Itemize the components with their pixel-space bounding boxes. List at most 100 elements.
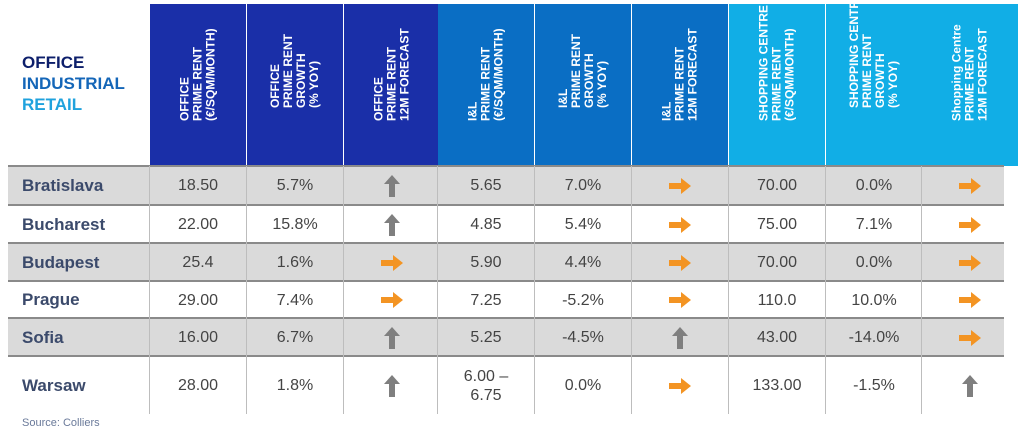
arrow-up-icon xyxy=(962,374,978,397)
cell-il_rent: 5.25 xyxy=(470,329,502,346)
arrow-right-icon xyxy=(381,292,403,308)
header-label-il_forecast: I&L PRIME RENT 12M FORECAST xyxy=(659,28,700,121)
table-row xyxy=(8,319,1004,356)
city-name: Warsaw xyxy=(22,375,86,395)
cell-il_rent: 4.85 xyxy=(470,216,502,233)
cell-office_growth: 1.6% xyxy=(276,254,314,271)
cell-office_rent: 25.4 xyxy=(182,254,214,271)
cell-il_rent: 7.25 xyxy=(470,291,502,309)
column-divider xyxy=(343,166,344,414)
header-il_growth: I&L PRIME RENT GROWTH (% YOY) xyxy=(535,4,631,166)
row-divider xyxy=(8,355,1004,357)
arrow-right-icon xyxy=(959,254,981,271)
header-office_growth: OFFICE PRIME RENT GROWTH (% YOY) xyxy=(247,4,343,166)
arrow-up-icon xyxy=(384,374,400,397)
column-divider xyxy=(149,166,150,414)
table-row xyxy=(8,244,1004,281)
source-note: Source: Colliers xyxy=(22,417,100,429)
cell-office_growth: 1.8% xyxy=(276,377,314,394)
cell-il_growth: 7.0% xyxy=(564,177,602,194)
cell-office_rent: 29.00 xyxy=(177,291,219,309)
cell-sc_rent: 43.00 xyxy=(756,329,798,346)
cell-office_rent: 16.00 xyxy=(177,329,219,346)
cell-sc_growth: 0.0% xyxy=(855,254,893,271)
header-label-office_growth: OFFICE PRIME RENT GROWTH (% YOY) xyxy=(268,33,321,108)
city-name: Prague xyxy=(22,290,80,309)
column-divider xyxy=(437,166,438,414)
header-label-il_growth: I&L PRIME RENT GROWTH (% YOY) xyxy=(556,33,609,108)
arrow-right-icon xyxy=(381,254,403,271)
cell-office_growth: 5.7% xyxy=(276,177,314,194)
cell-office_growth: 15.8% xyxy=(272,216,318,233)
arrow-up-icon xyxy=(384,326,400,349)
cell-sc_growth: 10.0% xyxy=(851,291,897,309)
cell-office_rent: 28.00 xyxy=(177,377,219,394)
cell-il_growth: -4.5% xyxy=(562,329,604,346)
header-label-sc_rent: SHOPPING CENTRE PRIME RENT (€/SQM/MONTH) xyxy=(756,4,797,121)
row-divider xyxy=(8,204,1004,206)
cell-il_rent: 5.90 xyxy=(470,254,502,271)
city-name: Bratislava xyxy=(22,175,104,195)
city-name: Sofia xyxy=(22,327,64,347)
city-name: Bucharest xyxy=(22,214,106,234)
cell-sc_growth: 0.0% xyxy=(855,177,893,194)
header-il_rent: I&L PRIME RENT (€/SQM/MONTH) xyxy=(438,4,534,166)
header-label-sc_forecast: Shopping Centre PRIME RENT 12M FORECAST xyxy=(949,24,990,121)
cell-office_rent: 18.50 xyxy=(177,177,219,194)
header-office_forecast: OFFICE PRIME RENT 12M FORECAST xyxy=(344,4,440,166)
header-label-il_rent: I&L PRIME RENT (€/SQM/MONTH) xyxy=(465,28,506,121)
arrow-right-icon xyxy=(669,292,691,308)
cell-il_growth: 0.0% xyxy=(564,377,602,394)
header-label-sc_growth: SHOPPING CENTRE PRIME RENT GROWTH (% YOY… xyxy=(847,0,900,108)
cell-sc_rent: 70.00 xyxy=(756,177,798,194)
arrow-right-icon xyxy=(959,329,981,346)
header-office_rent: OFFICE PRIME RENT (€/SQM/MONTH) xyxy=(150,4,246,166)
header-sc_rent: SHOPPING CENTRE PRIME RENT (€/SQM/MONTH) xyxy=(729,4,825,166)
city-name: Budapest xyxy=(22,252,100,272)
column-divider xyxy=(246,166,247,414)
table-row xyxy=(8,167,1004,204)
cell-office_growth: 7.4% xyxy=(276,291,314,309)
arrow-right-icon xyxy=(669,377,691,394)
legend-industrial: INDUSTRIAL xyxy=(22,74,125,93)
cell-office_growth: 6.7% xyxy=(276,329,314,346)
column-divider xyxy=(921,166,922,414)
legend-retail: RETAIL xyxy=(22,95,83,114)
cell-sc_rent: 110.0 xyxy=(757,291,797,309)
cell-il_rent: 5.65 xyxy=(470,177,502,194)
cell-il_growth: -5.2% xyxy=(562,291,604,309)
column-divider xyxy=(631,166,632,414)
column-divider xyxy=(825,166,826,414)
sector-legend: OFFICE INDUSTRIAL RETAIL xyxy=(22,52,125,115)
column-divider xyxy=(728,166,729,414)
header-sc_forecast: Shopping Centre PRIME RENT 12M FORECAST xyxy=(922,4,1018,166)
row-divider xyxy=(8,280,1004,282)
column-divider xyxy=(534,166,535,414)
arrow-right-icon xyxy=(669,216,691,233)
cell-il_rent: 6.00 – 6.75 xyxy=(463,367,509,404)
cell-sc_growth: -14.0% xyxy=(848,329,900,346)
arrow-right-icon xyxy=(959,292,981,308)
cell-sc_growth: 7.1% xyxy=(855,216,893,233)
arrow-up-icon xyxy=(384,213,400,236)
row-divider xyxy=(8,165,1004,167)
header-label-office_forecast: OFFICE PRIME RENT 12M FORECAST xyxy=(371,28,412,121)
cell-sc_growth: -1.5% xyxy=(853,377,895,394)
row-divider xyxy=(8,242,1004,244)
cell-sc_rent: 75.00 xyxy=(756,216,798,233)
header-il_forecast: I&L PRIME RENT 12M FORECAST xyxy=(632,4,728,166)
header-sc_growth: SHOPPING CENTRE PRIME RENT GROWTH (% YOY… xyxy=(826,0,922,166)
arrow-up-icon xyxy=(672,326,688,349)
arrow-right-icon xyxy=(959,177,981,194)
legend-office: OFFICE xyxy=(22,53,85,72)
arrow-right-icon xyxy=(669,177,691,194)
arrow-right-icon xyxy=(669,254,691,271)
arrow-up-icon xyxy=(384,174,400,197)
arrow-right-icon xyxy=(959,216,981,233)
cell-office_rent: 22.00 xyxy=(177,216,219,233)
row-divider xyxy=(8,317,1004,319)
cell-il_growth: 5.4% xyxy=(564,216,602,233)
cell-sc_rent: 70.00 xyxy=(756,254,798,271)
cell-il_growth: 4.4% xyxy=(564,254,602,271)
